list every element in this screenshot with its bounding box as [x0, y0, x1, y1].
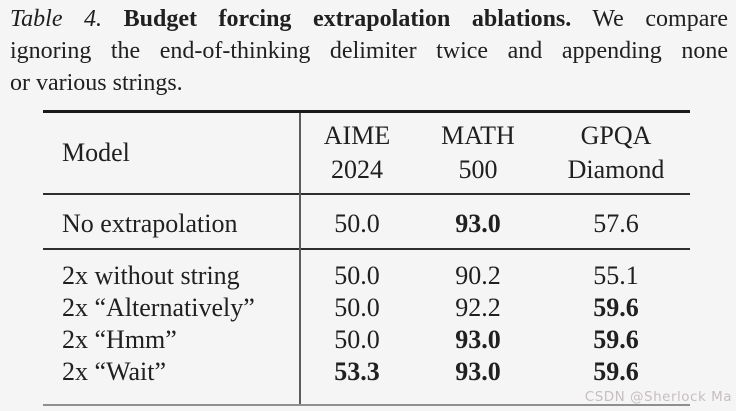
metric-value: 59.6: [593, 357, 639, 386]
results-table: Model AIME 2024 MATH 500 GPQA Diamond No…: [43, 110, 690, 406]
table-row-2x-without-string: 2x without string 50.0 90.2 55.1: [43, 260, 690, 292]
table-row-2x-wait: 2x “Wait” 53.3 93.0 59.6: [43, 356, 690, 388]
metric-value: 50.0: [334, 261, 380, 290]
caption-line-3: or various strings.: [10, 70, 183, 96]
metric-value: 50.0: [334, 325, 380, 354]
column-header-math-500: MATH 500: [414, 113, 542, 193]
row-model-label: 2x “Alternatively”: [62, 293, 255, 322]
header-line: AIME: [323, 121, 391, 150]
metric-value: 59.6: [593, 293, 639, 322]
header-line: Diamond: [567, 155, 665, 184]
row-model-label: 2x “Wait”: [62, 357, 167, 386]
table-row-2x-alternatively: 2x “Alternatively” 50.0 92.2 59.6: [43, 292, 690, 324]
table-header-row: Model AIME 2024 MATH 500 GPQA Diamond: [43, 113, 690, 193]
header-separator-rule: [43, 193, 690, 195]
metric-value: 57.6: [593, 209, 639, 238]
row-model-label: 2x “Hmm”: [62, 325, 177, 354]
ablation-rows-section: 2x without string 50.0 90.2 55.1 2x “Alt…: [43, 250, 690, 404]
metric-value: 93.0: [455, 209, 501, 238]
metric-value: 50.0: [334, 293, 380, 322]
column-header-model: Model: [62, 138, 130, 167]
metric-value: 92.2: [455, 293, 501, 322]
caption-text: We compare: [592, 6, 728, 32]
table-row-no-extrapolation: No extrapolation 50.0 93.0 57.6: [43, 195, 690, 248]
metric-value: 55.1: [593, 261, 639, 290]
csdn-watermark: CSDN @Sherlock Ma: [584, 389, 732, 405]
table-top-rule: [43, 110, 690, 113]
column-header-gpqa-diamond: GPQA Diamond: [542, 113, 690, 193]
table-bottom-rule: [43, 404, 690, 406]
row-model-label: 2x without string: [62, 261, 240, 290]
section-separator-rule: [43, 248, 690, 250]
row-model-label: No extrapolation: [62, 209, 238, 238]
caption-line-2: ignoring the end-of-thinking delimiter t…: [10, 38, 728, 64]
column-divider-line: [299, 113, 301, 404]
caption-title: Budget forcing extrapolation ablations.: [123, 6, 572, 32]
metric-value: 93.0: [455, 325, 501, 354]
header-line: 500: [458, 155, 498, 184]
metric-value: 90.2: [455, 261, 501, 290]
table-row-2x-hmm: 2x “Hmm” 50.0 93.0 59.6: [43, 324, 690, 356]
metric-value: 53.3: [334, 357, 380, 386]
metric-value: 50.0: [334, 209, 380, 238]
column-header-aime-2024: AIME 2024: [300, 113, 414, 193]
caption-line-1: Table 4. Budget forcing extrapolation ab…: [10, 3, 728, 35]
metric-value: 93.0: [455, 357, 501, 386]
header-line: GPQA: [580, 121, 652, 150]
table-caption: Table 4. Budget forcing extrapolation ab…: [10, 3, 728, 99]
header-line: 2024: [331, 155, 383, 184]
metric-value: 59.6: [593, 325, 639, 354]
header-line: MATH: [441, 121, 515, 150]
caption-label: Table 4.: [10, 6, 103, 32]
